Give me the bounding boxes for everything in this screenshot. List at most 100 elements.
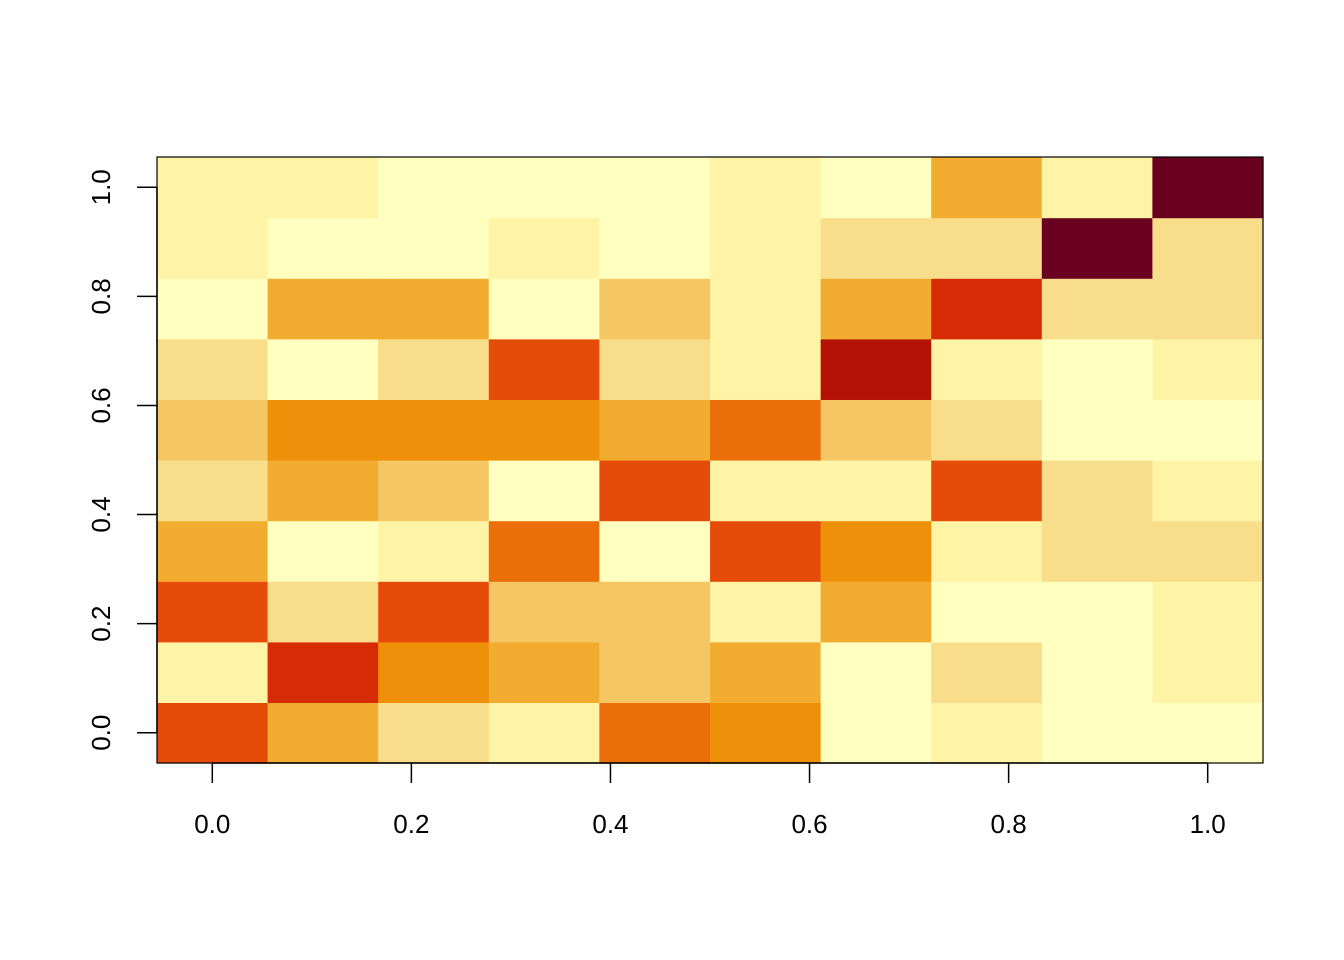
heatmap-cell xyxy=(488,520,600,582)
heatmap-cell xyxy=(931,338,1043,400)
heatmap-cell xyxy=(931,641,1043,704)
heatmap-cell xyxy=(1152,520,1264,582)
heatmap-cell xyxy=(599,217,711,279)
heatmap-cell xyxy=(488,641,600,704)
heatmap-cell xyxy=(488,399,600,461)
heatmap-cell xyxy=(157,581,269,643)
heatmap-cell xyxy=(820,581,932,643)
heatmap-cell xyxy=(1152,581,1264,643)
heatmap-cell xyxy=(157,217,269,279)
heatmap-cell xyxy=(820,399,932,461)
heatmap-cell xyxy=(931,460,1043,522)
heatmap-cell xyxy=(157,520,269,582)
heatmap-cell xyxy=(820,641,932,704)
heatmap-cell xyxy=(267,520,379,582)
heatmap-cell xyxy=(710,338,822,400)
heatmap-cell xyxy=(267,278,379,340)
heatmap-cell xyxy=(488,460,600,522)
heatmap-cell xyxy=(157,157,269,219)
heatmap-cell xyxy=(1152,157,1264,219)
heatmap-cell xyxy=(931,581,1043,643)
heatmap-cell xyxy=(820,338,932,400)
heatmap-cell xyxy=(931,520,1043,582)
heatmap-cell xyxy=(1041,399,1154,461)
heatmap-cell xyxy=(267,338,379,400)
heatmap-cell xyxy=(157,278,269,340)
heatmap-cell xyxy=(931,278,1043,340)
heatmap-cell xyxy=(157,702,269,764)
heatmap-cell xyxy=(820,278,932,340)
heatmap-cell xyxy=(931,702,1043,764)
heatmap-cell xyxy=(378,581,490,643)
heatmap-cell xyxy=(599,702,711,764)
heatmap-cell xyxy=(1152,338,1264,400)
heatmap-cell xyxy=(488,338,600,400)
heatmap-cell xyxy=(267,460,379,522)
heatmap-cell xyxy=(710,520,822,582)
heatmap-cell xyxy=(710,157,822,219)
heatmap-cell xyxy=(267,399,379,461)
heatmap-cell xyxy=(378,520,490,582)
heatmap-cell xyxy=(710,581,822,643)
heatmap-cell xyxy=(710,278,822,340)
heatmap-cell xyxy=(267,217,379,279)
heatmap-cell xyxy=(378,217,490,279)
heatmap-cell xyxy=(378,702,490,764)
heatmap-cell xyxy=(488,581,600,643)
heatmap-cell xyxy=(599,278,711,340)
heatmap-cell xyxy=(267,641,379,704)
heatmap-cell xyxy=(267,157,379,219)
heatmap-cell xyxy=(488,157,600,219)
heatmap-cell xyxy=(599,338,711,400)
heatmap-cell xyxy=(1041,520,1154,582)
heatmap-cell xyxy=(378,641,490,704)
y-tick-label: 0.6 xyxy=(86,387,116,423)
y-axis: 0.0 0.2 0.4 0.6 0.8 1.0 xyxy=(86,169,158,751)
heatmap-cell xyxy=(1152,217,1264,279)
heatmap-cell xyxy=(157,338,269,400)
heatmap-cell xyxy=(378,157,490,219)
heatmap-cell xyxy=(820,157,932,219)
heatmap-cell xyxy=(1152,460,1264,522)
heatmap-cell xyxy=(599,157,711,219)
heatmap-cell xyxy=(1041,157,1154,219)
heatmap-cell xyxy=(599,520,711,582)
x-tick-label: 1.0 xyxy=(1190,809,1226,839)
heatmap-cell xyxy=(1041,581,1154,643)
heatmap-cell xyxy=(157,460,269,522)
heatmap-cell xyxy=(710,217,822,279)
heatmap-cell xyxy=(599,641,711,704)
x-axis: 0.0 0.2 0.4 0.6 0.8 1.0 xyxy=(194,762,1226,839)
heatmap-cell xyxy=(931,399,1043,461)
heatmap-cell xyxy=(710,641,822,704)
heatmap-cell xyxy=(378,399,490,461)
y-tick-label: 1.0 xyxy=(86,169,116,205)
heatmap-cell xyxy=(1041,641,1154,704)
heatmap-cell xyxy=(378,460,490,522)
heatmap-cell xyxy=(378,338,490,400)
heatmap-cell xyxy=(931,157,1043,219)
y-tick-label: 0.8 xyxy=(86,278,116,314)
heatmap-cell xyxy=(1041,278,1154,340)
heatmap-cell xyxy=(599,460,711,522)
x-tick-label: 0.2 xyxy=(393,809,429,839)
heatmap-cell xyxy=(1041,217,1154,279)
heatmap-cell xyxy=(931,217,1043,279)
heatmap-cell xyxy=(820,520,932,582)
heatmap-cell xyxy=(378,278,490,340)
heatmap-cell xyxy=(710,399,822,461)
heatmap-cell xyxy=(1152,399,1264,461)
heatmap-cell xyxy=(488,278,600,340)
x-tick-label: 0.8 xyxy=(991,809,1027,839)
x-tick-label: 0.6 xyxy=(791,809,827,839)
heatmap-cell xyxy=(710,702,822,764)
heatmap-cell xyxy=(1041,702,1154,764)
heatmap-cell xyxy=(1152,278,1264,340)
heatmap-cell xyxy=(1041,460,1154,522)
heatmap-cell xyxy=(267,702,379,764)
heatmap-cell xyxy=(1152,641,1264,704)
y-tick-label: 0.2 xyxy=(86,606,116,642)
heatmap-cell xyxy=(599,581,711,643)
heatmap-cell xyxy=(820,460,932,522)
